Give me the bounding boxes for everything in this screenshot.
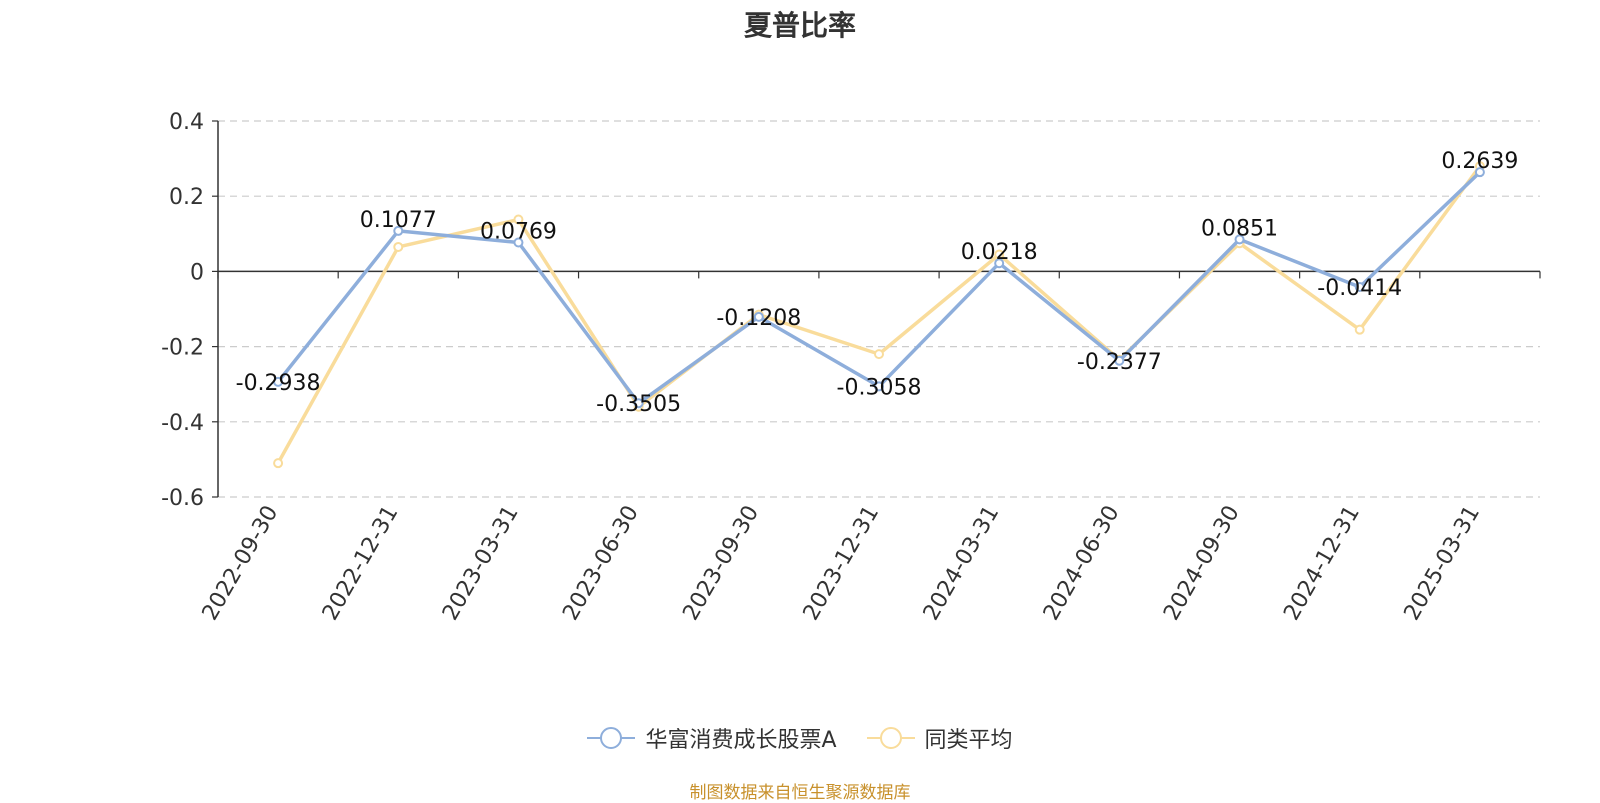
data-label: 0.0851	[1201, 216, 1278, 241]
x-tick-label: 2023-09-30	[678, 502, 764, 625]
x-tick-label: 2022-12-31	[318, 501, 404, 624]
x-tick-label: 2024-09-30	[1159, 502, 1245, 625]
series-point-0	[393, 225, 404, 236]
data-labels: -0.2938 0.1077 0.0769 -0.3505 -0.1208 -0.3058…	[236, 149, 1519, 417]
legend-marker-fund	[587, 727, 636, 749]
series-point-0	[1234, 234, 1245, 245]
series-point-0	[273, 376, 284, 387]
legend-label-fund: 华富消费成长股票A	[645, 728, 837, 753]
chart-title: 夏普比率	[743, 9, 856, 42]
data-label: -0.3505	[596, 392, 681, 417]
series-point-0	[874, 381, 884, 392]
x-tick-label: 2023-03-31	[438, 502, 524, 625]
legend-item-average[interactable]: 同类平均	[866, 722, 1013, 754]
series-point-1	[513, 214, 524, 225]
x-tick-label: 2025-03-31	[1400, 502, 1486, 625]
x-tick-label: 2024-12-31	[1279, 502, 1365, 625]
x-tick-label: 2023-06-30	[558, 502, 644, 625]
legend: 华富消费成长股票A 同类平均	[0, 722, 1600, 754]
y-tick-label: -0.2	[161, 336, 204, 361]
series-line-1	[276, 165, 1482, 465]
x-tick-label: 2024-03-31	[919, 502, 1005, 625]
grid-lines	[218, 120, 1540, 498]
y-tick-label: 0.2	[169, 185, 204, 210]
series-point-0	[513, 237, 524, 248]
data-label: -0.2377	[1077, 350, 1162, 375]
series-point-1	[1354, 324, 1365, 335]
series-point-0	[753, 311, 764, 322]
x-tick-label: 2023-12-31	[799, 502, 885, 625]
legend-item-fund[interactable]: 华富消费成长股票A	[587, 722, 837, 754]
data-label: -0.0414	[1317, 276, 1402, 301]
series-point-0	[1474, 167, 1485, 178]
x-tick-label: 2022-09-30	[198, 502, 284, 625]
series-point-0	[1354, 281, 1365, 292]
x-tick-label: 2024-06-30	[1039, 502, 1125, 625]
series-lines	[273, 161, 1485, 469]
series-point-0	[633, 398, 644, 409]
legend-marker-average	[866, 727, 915, 749]
legend-label-average: 同类平均	[924, 728, 1013, 753]
data-label: 0.1077	[360, 208, 437, 233]
series-point-1	[874, 349, 884, 360]
y-tick-label: -0.4	[161, 411, 204, 436]
data-label: -0.1208	[716, 306, 801, 331]
data-label: -0.2938	[236, 371, 321, 396]
series-point-0	[1114, 355, 1125, 366]
data-label: 0.0769	[480, 219, 557, 244]
source-note: 制图数据来自恒生聚源数据库	[689, 783, 911, 803]
y-tick-label: -0.6	[161, 486, 204, 511]
data-label: -0.3058	[837, 375, 922, 400]
series-point-1	[273, 458, 284, 469]
data-label: 0.0218	[961, 240, 1038, 265]
series-point-1	[393, 241, 404, 252]
y-tick-label: 0	[190, 260, 204, 285]
data-label: 0.2639	[1441, 149, 1518, 174]
y-tick-label: 0.4	[169, 110, 204, 135]
series-point-0	[994, 258, 1005, 269]
